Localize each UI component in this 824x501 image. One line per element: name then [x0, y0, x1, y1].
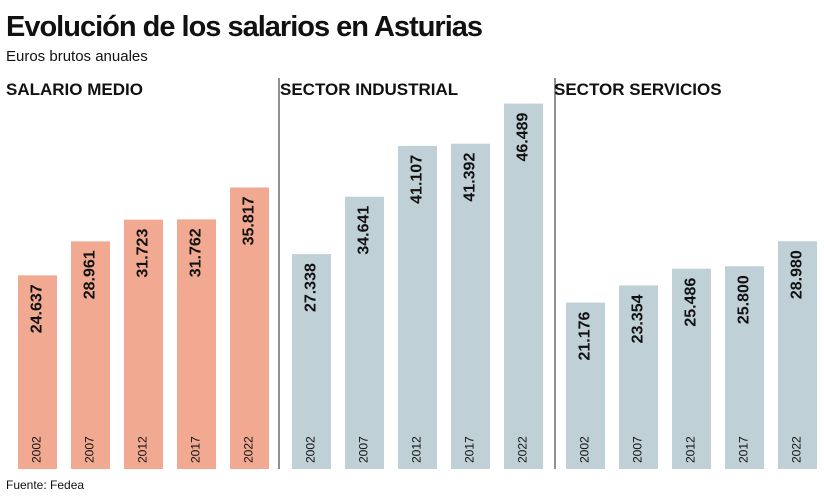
value-label: 41.107: [409, 155, 426, 204]
x-tick-label: 2012: [136, 436, 150, 463]
bar: [778, 241, 817, 469]
bar: [292, 254, 331, 469]
panel-title: SECTOR INDUSTRIAL: [280, 80, 458, 99]
value-label: 24.637: [29, 284, 46, 333]
value-label: 31.723: [135, 229, 152, 278]
bar: [504, 103, 543, 469]
x-tick-label: 2007: [357, 436, 371, 463]
chart-subtitle: Euros brutos anuales: [6, 48, 148, 65]
value-label: 31.762: [188, 228, 205, 277]
value-label: 34.641: [356, 206, 373, 255]
bar: [451, 143, 490, 469]
x-tick-label: 2002: [30, 436, 44, 463]
panel-title: SECTOR SERVICIOS: [554, 80, 722, 99]
chart-title: Evolución de los salarios en Asturias: [6, 11, 482, 43]
x-tick-label: 2022: [790, 436, 804, 463]
value-label: 46.489: [515, 112, 532, 161]
bar: [566, 302, 605, 469]
value-label: 41.392: [462, 153, 479, 202]
value-label: 23.354: [630, 294, 647, 343]
bar: [725, 266, 764, 469]
bar: [124, 219, 163, 469]
bar: [177, 219, 216, 469]
x-tick-label: 2012: [410, 436, 424, 463]
x-tick-label: 2012: [684, 436, 698, 463]
bar: [18, 275, 57, 469]
x-tick-label: 2017: [189, 436, 203, 463]
source: Fuente: Fedea: [6, 478, 84, 492]
bar: [672, 268, 711, 469]
value-label: 25.486: [683, 278, 700, 327]
x-tick-label: 2022: [516, 436, 530, 463]
x-tick-label: 2017: [463, 436, 477, 463]
value-label: 25.800: [736, 275, 753, 324]
value-label: 21.176: [577, 311, 594, 360]
x-tick-label: 2007: [83, 436, 97, 463]
x-tick-label: 2022: [242, 436, 256, 463]
x-tick-label: 2007: [631, 436, 645, 463]
x-tick-label: 2002: [304, 436, 318, 463]
value-label: 35.817: [241, 196, 258, 245]
bar: [230, 187, 269, 469]
value-label: 28.980: [789, 250, 806, 299]
panel-title: SALARIO MEDIO: [6, 80, 143, 99]
bar: [71, 241, 110, 469]
value-label: 27.338: [303, 263, 320, 312]
value-label: 28.961: [82, 250, 99, 299]
x-tick-label: 2017: [737, 436, 751, 463]
x-tick-label: 2002: [578, 436, 592, 463]
bar: [398, 145, 437, 469]
bar: [345, 196, 384, 469]
bar: [619, 285, 658, 469]
